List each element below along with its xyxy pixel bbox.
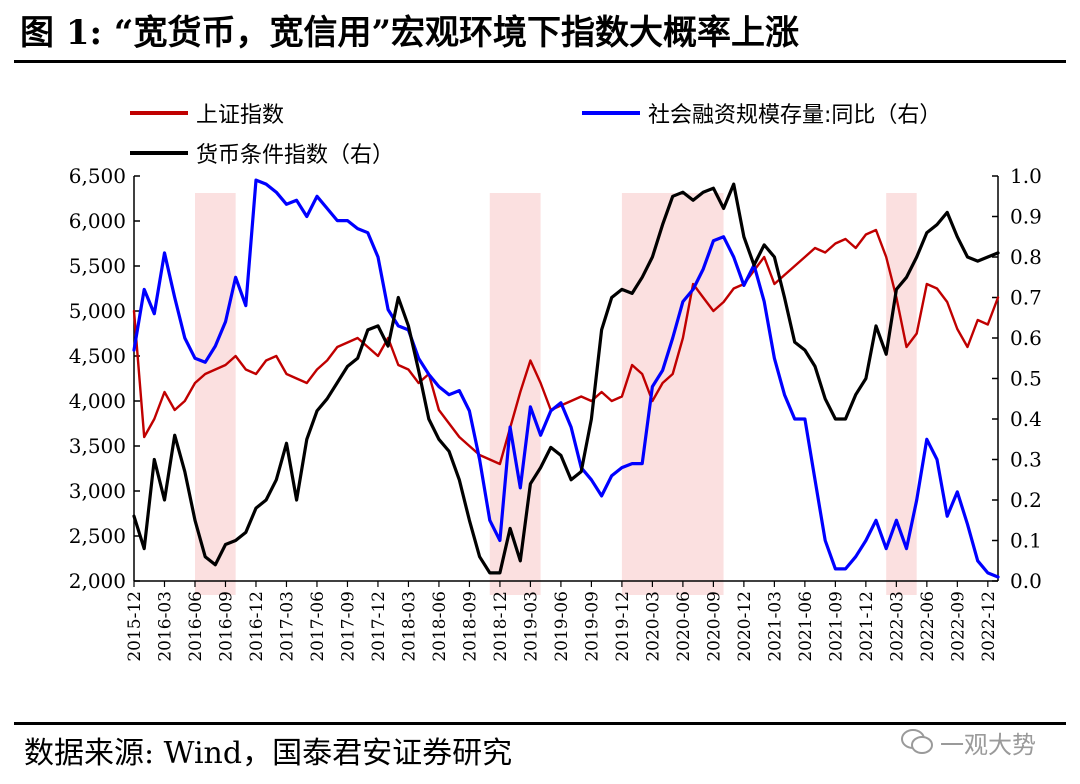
y-right-tick-label: 0.8 [1010,245,1042,269]
legend-swatch-sh-index [130,111,188,115]
y-right-tick-label: 1.0 [1010,164,1042,188]
y-left-tick-label: 6,000 [69,209,126,233]
source-rule [14,722,1066,725]
y-right-tick-label: 0.4 [1010,407,1042,431]
y-right-tick-label: 0.0 [1010,569,1042,593]
watermark-text: 一观大势 [940,730,1036,759]
watermark: 一观大势 [900,722,1036,762]
legend-swatch-tsf-growth [582,111,640,115]
x-tick-label: 2016-06 [186,591,206,662]
x-tick-label: 2016-09 [216,591,236,662]
series-line-sh-index [132,228,1000,466]
x-tick-label: 2022-06 [918,591,938,662]
x-tick-label: 2022-03 [887,591,907,662]
y-left-tick-label: 2,500 [69,524,126,548]
x-tick-label: 2019-12 [613,591,633,662]
x-tick-label: 2021-09 [826,591,846,662]
x-tick-label: 2015-12 [125,591,145,662]
y-left-tick-label: 4,000 [69,389,126,413]
x-tick-label: 2020-12 [735,591,755,662]
y-left-tick-label: 6,500 [69,164,126,188]
y-right-tick-label: 0.1 [1010,529,1042,553]
y-right-tick-label: 0.5 [1010,367,1042,391]
y-right-tick-label: 0.9 [1010,205,1042,229]
legend-swatch-monetary [130,151,188,155]
x-tick-label: 2022-12 [979,591,999,662]
legend-item-monetary: 货币条件指数（右） [130,138,394,168]
legend-label-tsf-growth: 社会融资规模存量:同比（右） [648,103,942,128]
y-left-tick-label: 3,000 [69,479,126,503]
x-tick-label: 2016-03 [155,591,175,662]
legend-item-tsf-growth: 社会融资规模存量:同比（右） [582,98,941,128]
legend-item-sh-index: 上证指数 [130,98,284,128]
y-right-tick-label: 0.6 [1010,326,1042,350]
x-tick-label: 2018-06 [430,591,450,662]
x-tick-label: 2019-09 [582,591,602,662]
x-tick-label: 2017-06 [308,591,328,662]
y-left-tick-label: 3,500 [69,434,126,458]
x-tick-label: 2019-06 [552,591,572,662]
x-tick-label: 2020-06 [674,591,694,662]
x-tick-label: 2018-03 [399,591,419,662]
y-left-tick-label: 2,000 [69,569,126,593]
x-tick-label: 2021-03 [765,591,785,662]
chat-bubble-icon [901,729,933,754]
figure-title: 图 1: “宽货币，宽信用”宏观环境下指数大概率上涨 [20,13,799,53]
x-tick-label: 2020-03 [643,591,663,662]
x-tick-label: 2022-09 [948,591,968,662]
x-tick-label: 2018-12 [491,591,511,662]
x-tick-label: 2016-12 [247,591,267,662]
x-tick-label: 2021-12 [857,591,877,662]
series-line-tsf-growth [132,178,1000,579]
y-left-tick-label: 4,500 [69,344,126,368]
y-left-tick-label: 5,500 [69,254,126,278]
source-note: 数据来源: Wind，国泰君安证券研究 [24,736,513,771]
y-right-tick-label: 0.3 [1010,448,1042,472]
y-right-tick-label: 0.2 [1010,488,1042,512]
x-tick-label: 2017-12 [369,591,389,662]
title-rule [14,60,1066,63]
legend-label-monetary: 货币条件指数（右） [196,143,395,168]
x-tick-label: 2018-09 [460,591,480,662]
shaded-period-0 [194,193,236,595]
y-right-tick-label: 0.7 [1010,286,1042,310]
y-left-tick-label: 5,000 [69,299,126,323]
x-tick-label: 2021-06 [796,591,816,662]
shaded-period-1 [489,193,541,595]
legend-label-sh-index: 上证指数 [196,103,285,128]
series-line-monetary [132,182,1000,575]
x-tick-label: 2019-03 [521,591,541,662]
x-tick-label: 2017-09 [338,591,358,662]
x-tick-label: 2020-09 [704,591,724,662]
x-tick-label: 2017-03 [277,591,297,662]
